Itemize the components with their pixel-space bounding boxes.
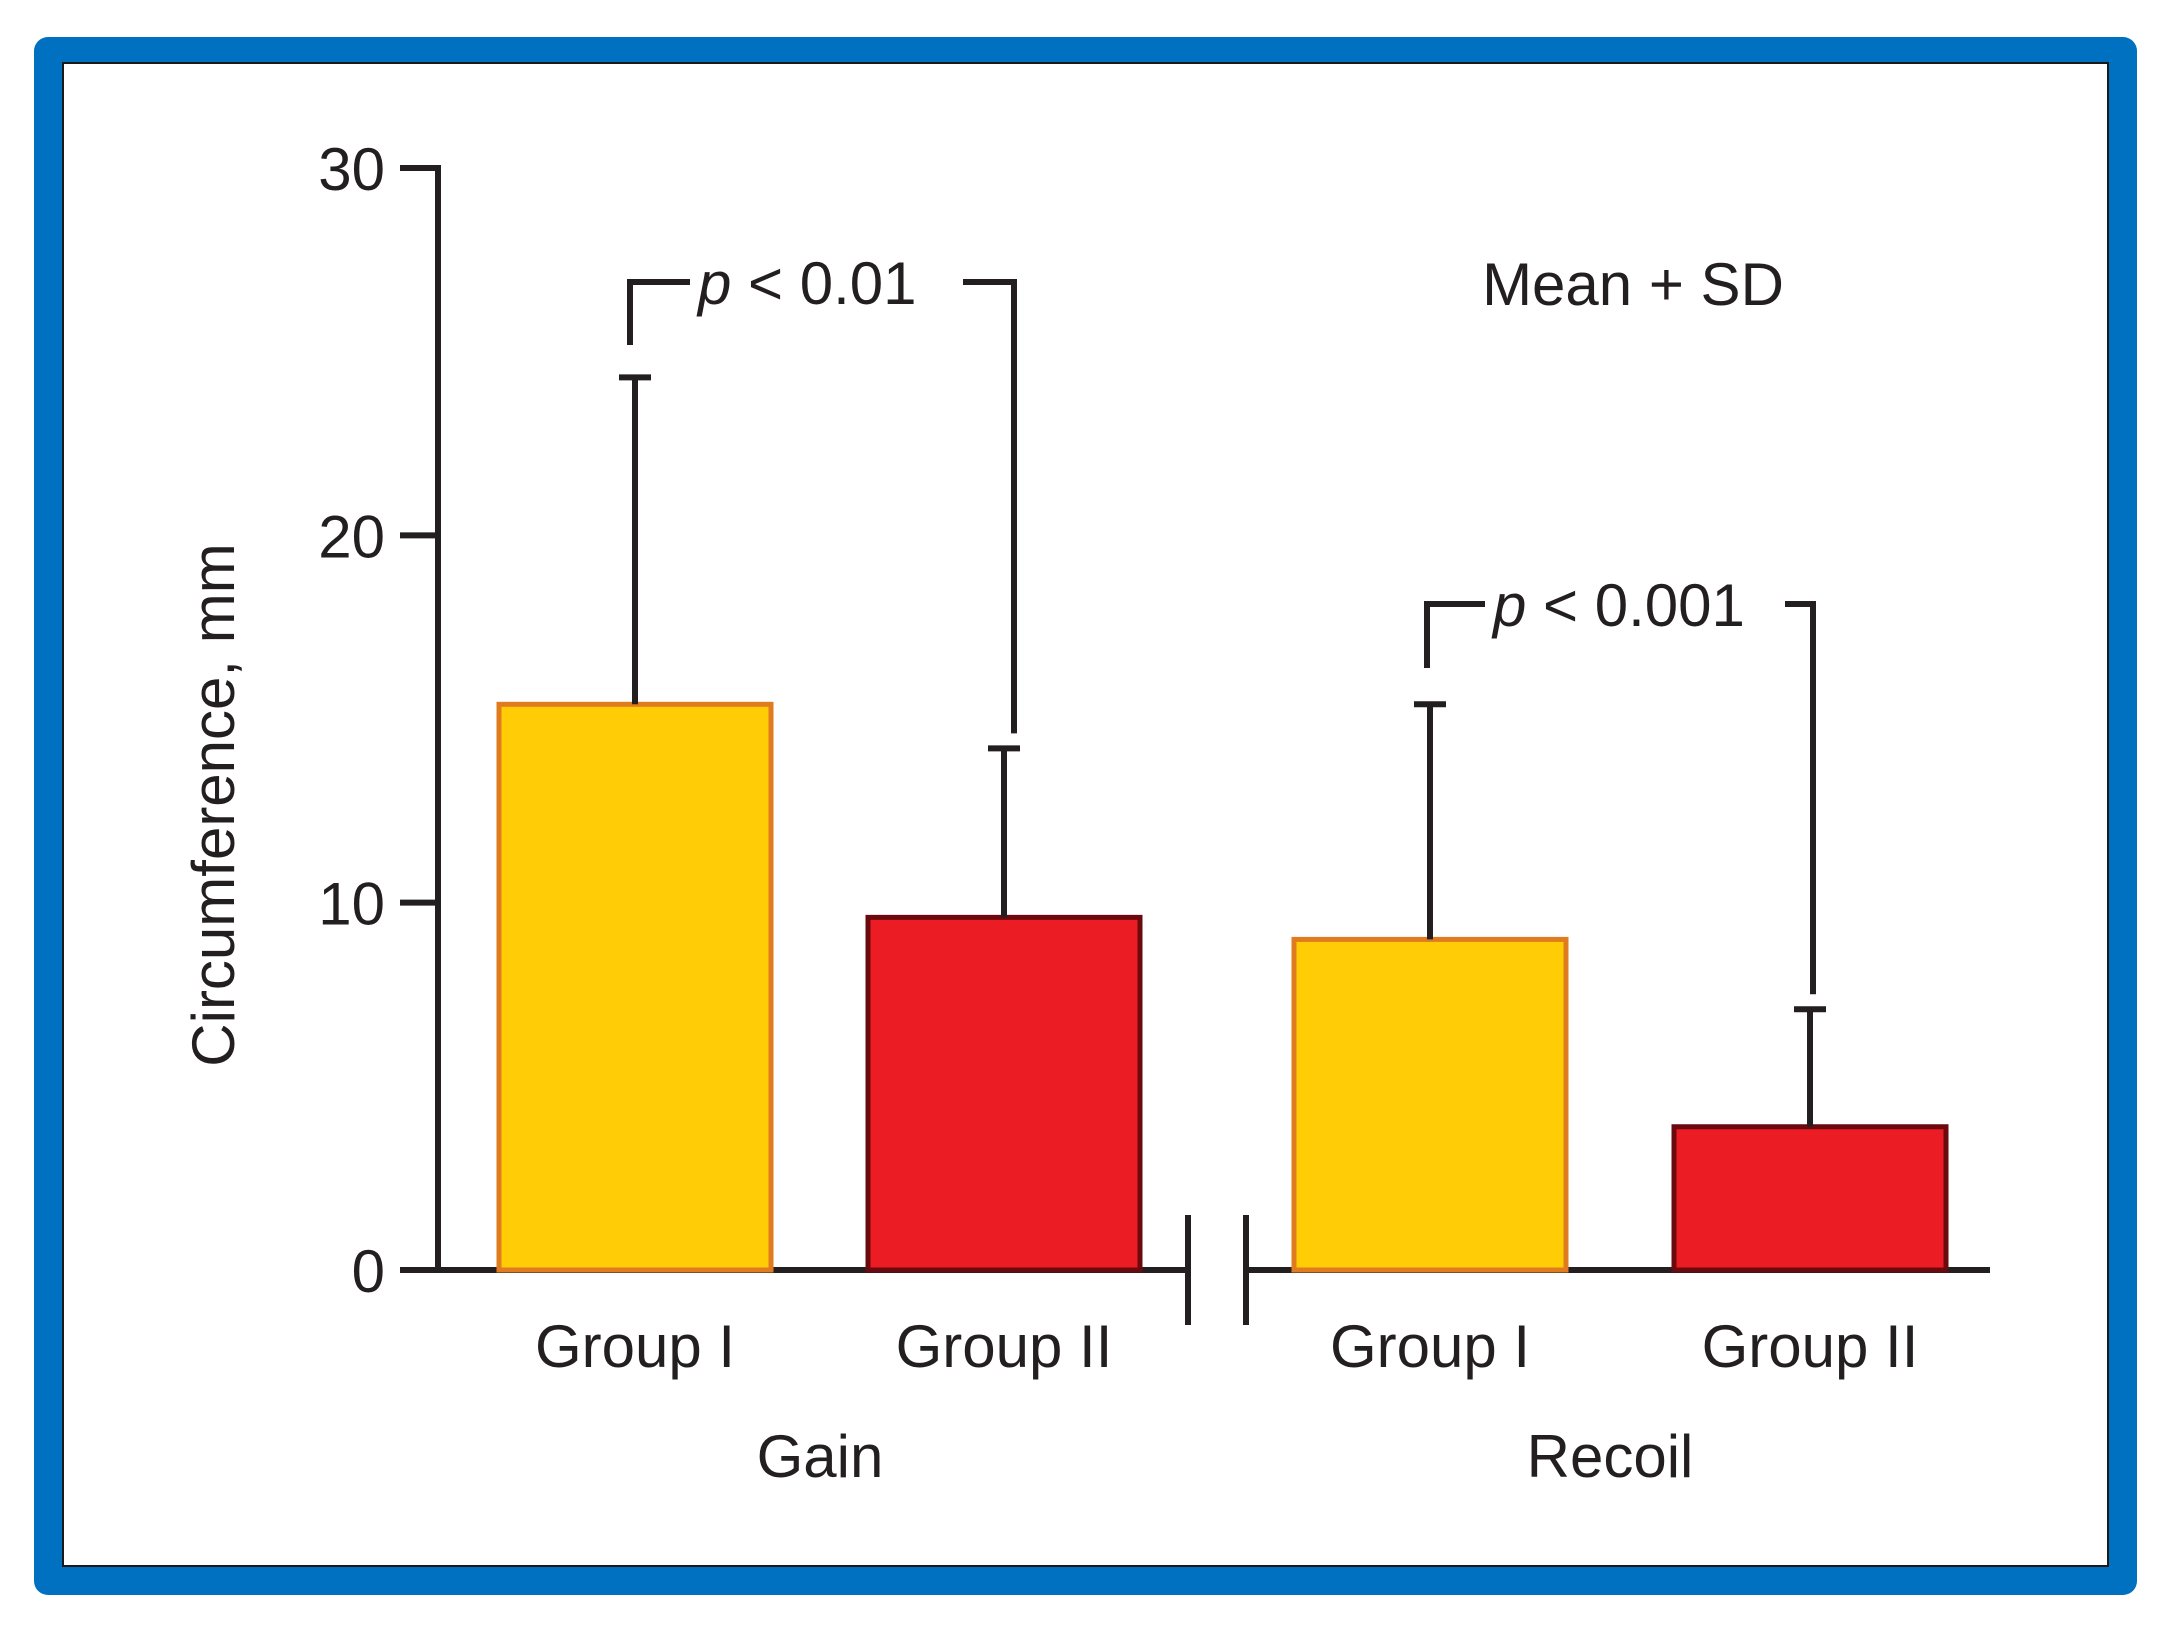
- p-value-text-0: < 0.01: [731, 250, 916, 317]
- y-tick-label-30: 30: [318, 136, 385, 203]
- bar-gain-group-i: [496, 701, 774, 1273]
- y-tick-label-20: 20: [318, 503, 385, 570]
- bar-recoil-group-i: [1291, 936, 1569, 1273]
- p-value-text-1: < 0.001: [1526, 572, 1745, 639]
- frame-inner: [62, 62, 2109, 1567]
- p-value-symbol-0: p: [696, 250, 731, 317]
- p-value-0: p < 0.01: [696, 250, 917, 317]
- category-label-0-0: Group I: [535, 1313, 735, 1380]
- p-value-symbol-1: p: [1491, 572, 1526, 639]
- p-value-1: p < 0.001: [1491, 572, 1745, 639]
- bar-gain-group-ii: [865, 914, 1143, 1273]
- bar-recoil-group-ii: [1671, 1124, 1949, 1273]
- category-label-0-1: Group II: [896, 1313, 1113, 1380]
- mean-sd-annotation: Mean + SD: [1482, 251, 1784, 318]
- group-label-recoil: Recoil: [1527, 1423, 1694, 1490]
- category-label-1-1: Group II: [1702, 1313, 1919, 1380]
- category-label-1-0: Group I: [1330, 1313, 1530, 1380]
- y-tick-label-10: 10: [318, 871, 385, 938]
- y-tick-label-0: 0: [352, 1238, 385, 1305]
- y-axis-label: Circumference, mm: [180, 543, 247, 1066]
- group-label-gain: Gain: [757, 1423, 884, 1490]
